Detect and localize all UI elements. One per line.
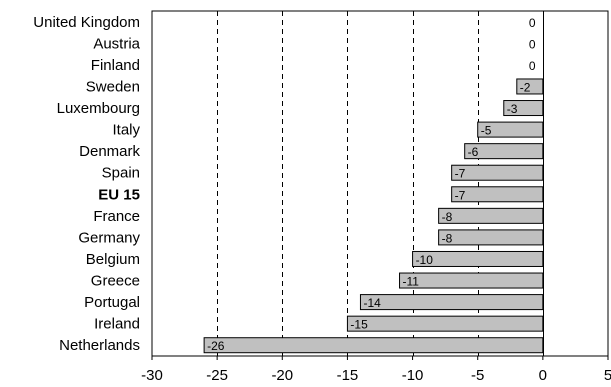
grid-lines <box>217 11 544 356</box>
bar <box>477 121 544 138</box>
data-label: -14 <box>363 296 381 310</box>
category-label: Finland <box>91 57 140 74</box>
category-label: Portugal <box>84 294 140 311</box>
data-label: -6 <box>468 145 479 159</box>
category-label: Belgium <box>86 251 140 268</box>
bars: 000-2-3-5-6-7-7-8-8-10-11-14-15-26 <box>203 16 544 354</box>
data-label: -8 <box>442 231 453 245</box>
tick-label: -15 <box>337 367 359 384</box>
tick-label: 5 <box>604 367 611 384</box>
bar <box>399 272 544 289</box>
data-label: -26 <box>207 339 225 353</box>
data-label: -7 <box>455 167 466 181</box>
data-label: 0 <box>529 37 536 51</box>
bar <box>438 207 544 224</box>
data-label: -3 <box>507 102 518 116</box>
bar <box>203 337 544 354</box>
x-axis-ticks: -30 -25 -20 -15 -10 -5 0 5 <box>141 356 611 384</box>
bar <box>438 229 544 246</box>
bar <box>412 250 544 267</box>
category-label: Austria <box>93 35 140 52</box>
bar <box>503 100 544 117</box>
data-label: 0 <box>529 16 536 30</box>
category-label: Germany <box>78 229 140 246</box>
category-label: Sweden <box>86 78 140 95</box>
data-label: -8 <box>442 210 453 224</box>
tick-label: -30 <box>141 367 163 384</box>
category-label: Denmark <box>79 143 140 160</box>
data-label: -5 <box>481 124 492 138</box>
bar <box>451 164 544 181</box>
tick-label: -5 <box>471 367 484 384</box>
data-label: -2 <box>520 80 531 94</box>
data-label: -7 <box>455 188 466 202</box>
tick-label: -25 <box>206 367 228 384</box>
category-label: France <box>93 208 140 225</box>
tick-label: 0 <box>539 367 547 384</box>
category-label: Luxembourg <box>57 100 140 117</box>
category-label: Spain <box>102 165 140 182</box>
category-label: United Kingdom <box>33 14 140 31</box>
category-label: Italy <box>112 122 140 139</box>
category-labels: United Kingdom Austria Finland Sweden Luxemb… <box>33 14 140 354</box>
bar <box>464 143 544 160</box>
data-label: -11 <box>403 275 420 289</box>
bar <box>346 315 544 332</box>
bar <box>516 78 544 95</box>
bar <box>451 186 544 203</box>
bar <box>359 294 544 311</box>
tick-label: -10 <box>402 367 424 384</box>
data-label: 0 <box>529 59 536 73</box>
category-label: Greece <box>91 273 140 290</box>
data-label: -15 <box>350 318 368 332</box>
category-label: EU 15 <box>98 186 140 203</box>
category-label: Ireland <box>94 316 140 333</box>
category-label: Netherlands <box>59 337 140 354</box>
tick-label: -20 <box>271 367 293 384</box>
data-label: -10 <box>416 253 434 267</box>
